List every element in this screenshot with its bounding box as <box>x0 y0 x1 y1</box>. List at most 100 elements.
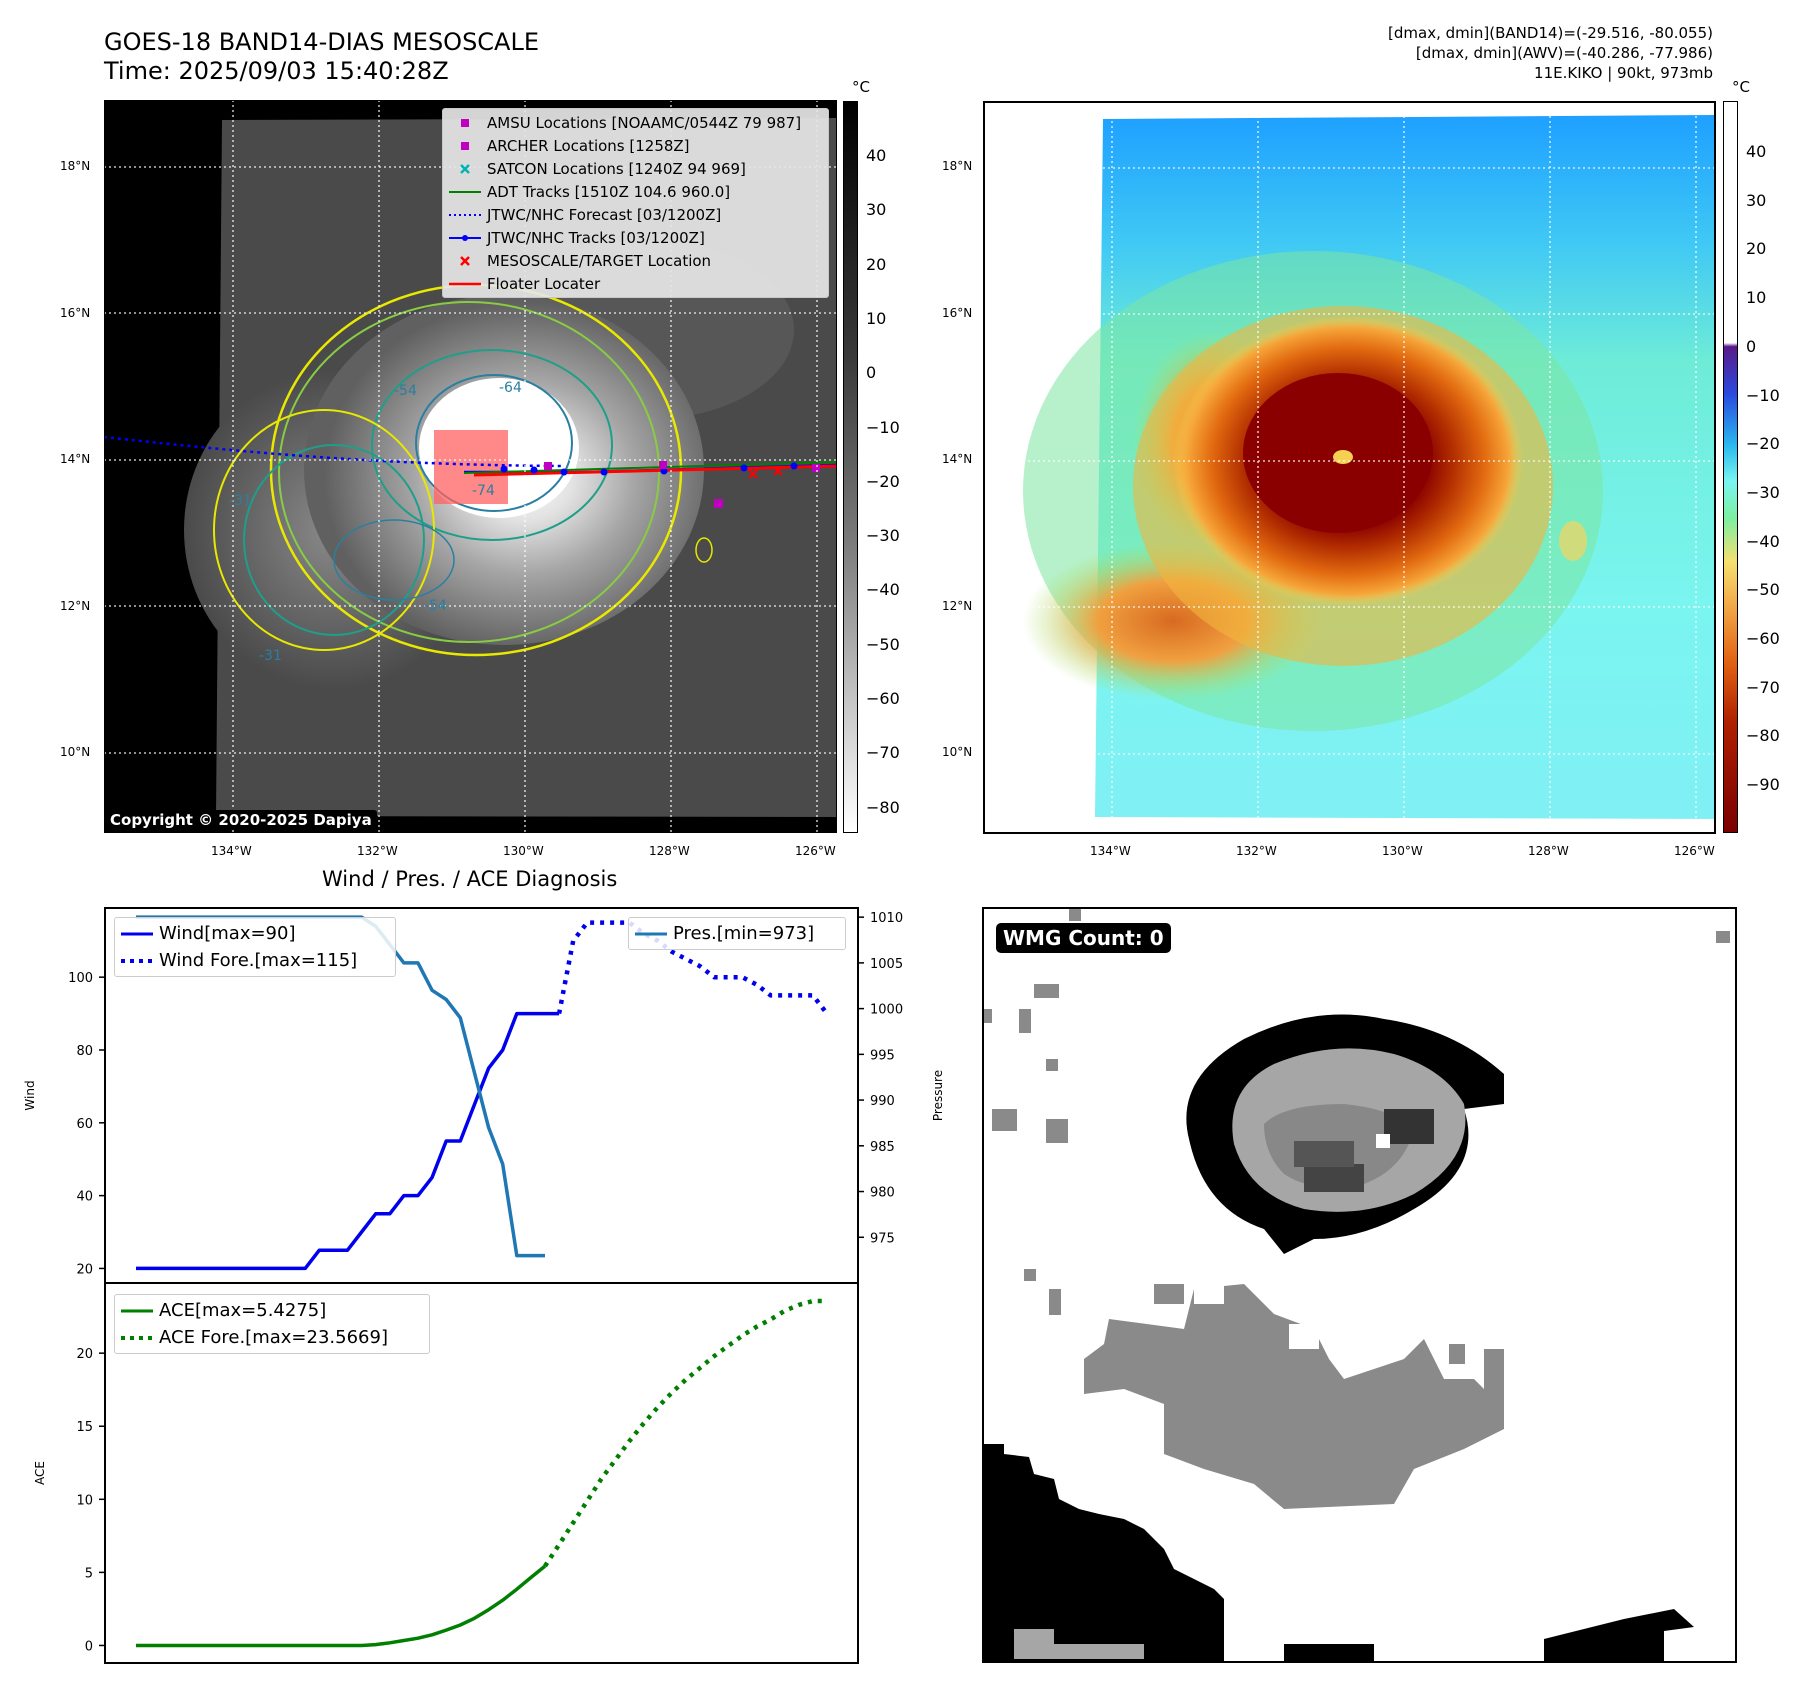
lon-label: 126°W <box>795 844 836 858</box>
ir-color-map <box>983 101 1716 834</box>
legend-label: ARCHER Locations [1258Z] <box>487 136 690 155</box>
legend-item: Wind[max=90] <box>115 920 395 947</box>
legend-item: JTWC/NHC Tracks [03/1200Z] <box>443 226 828 249</box>
right-colorbar <box>1723 101 1738 833</box>
wind-tick-label: 100 <box>68 971 93 986</box>
lon-label: 128°W <box>649 844 690 858</box>
dotted-line-icon <box>443 203 487 226</box>
pressure-tick-label: 1010 <box>870 911 903 926</box>
line-dot-marker-icon <box>443 226 487 249</box>
pressure-tick-label: 1005 <box>870 957 903 972</box>
copyright-badge: Copyright © 2020-2025 Dapiya <box>105 810 377 830</box>
pressure-tick-label: 980 <box>870 1186 895 1201</box>
left-colorbar <box>843 101 858 833</box>
lon-label: 126°W <box>1674 844 1715 858</box>
line-marker-icon <box>443 272 487 295</box>
lon-label: 132°W <box>357 844 398 858</box>
adt-track <box>463 461 838 474</box>
floater-track <box>473 464 838 477</box>
wind-forecast-line <box>556 920 829 1015</box>
lat-label: 10°N <box>942 745 973 759</box>
colorbar-tick-label: 40 <box>1746 142 1767 161</box>
pressure-tick-label: 1000 <box>870 1003 903 1018</box>
legend-item: MESOSCALE/TARGET Location <box>443 249 828 272</box>
contour-label: -64 <box>499 380 522 396</box>
lat-label: 16°N <box>942 306 973 320</box>
legend-item: ADT Tracks [1510Z 104.6 960.0] <box>443 180 828 203</box>
colorbar-tick-label: −30 <box>866 526 900 546</box>
legend-item: Wind Fore.[max=115] <box>115 947 395 974</box>
ace-tick-label: 15 <box>76 1420 93 1435</box>
legend-label: ACE[max=5.4275] <box>159 1300 327 1321</box>
colorbar-tick-label: 0 <box>866 363 877 383</box>
colorbar-tick-label: −10 <box>1746 385 1780 405</box>
ace-legend: ACE[max=5.4275] ACE Fore.[max=23.5669] <box>114 1294 430 1354</box>
lon-label: 130°W <box>503 844 544 858</box>
square-marker-icon <box>443 111 487 134</box>
legend-item: JTWC/NHC Forecast [03/1200Z] <box>443 203 828 226</box>
legend-item: Pres.[min=973] <box>629 920 845 947</box>
wmg-panel: WMG Count: 0 <box>982 907 1737 1663</box>
contour-label: -54 <box>394 383 417 399</box>
ace-axis-label: ACE <box>33 1461 47 1485</box>
legend-item: ARCHER Locations [1258Z] <box>443 134 828 157</box>
figure-title: GOES-18 BAND14-DIAS MESOSCALE <box>104 28 540 56</box>
contour-label: -31 <box>229 493 252 509</box>
lat-label: 12°N <box>60 599 91 613</box>
wmg-image <box>984 909 1730 1661</box>
legend-item: SATCON Locations [1240Z 94 969] <box>443 157 828 180</box>
legend-label: MESOSCALE/TARGET Location <box>487 251 712 270</box>
pressure-tick-label: 975 <box>870 1231 895 1246</box>
colorbar-tick-label: −20 <box>1746 434 1780 454</box>
ace-line <box>136 1564 547 1648</box>
lat-label: 14°N <box>60 452 91 466</box>
lon-label: 132°W <box>1236 844 1277 858</box>
colorbar-unit: °C <box>1732 78 1750 96</box>
colorbar-tick-label: −60 <box>866 689 900 708</box>
colorbar-tick-label: −10 <box>866 417 900 437</box>
info-band14: [dmax, dmin](BAND14)=(-29.516, -80.055) <box>1388 24 1713 42</box>
lon-label: 128°W <box>1528 844 1569 858</box>
colorbar-tick-label: 30 <box>866 200 887 220</box>
lat-label: 18°N <box>942 159 973 173</box>
wind-tick-label: 40 <box>76 1190 93 1205</box>
pressure-tick-label: 990 <box>870 1094 895 1109</box>
pressure-tick-label: 995 <box>870 1048 895 1063</box>
colorbar-tick-label: −70 <box>866 743 900 763</box>
ace-axes-frame <box>104 1282 859 1664</box>
wind-tick-label: 20 <box>76 1262 93 1277</box>
pressure-tick-label: 985 <box>870 1140 895 1155</box>
figure-time: Time: 2025/09/03 15:40:28Z <box>104 57 449 85</box>
legend-label: ADT Tracks [1510Z 104.6 960.0] <box>487 182 731 201</box>
lon-label: 130°W <box>1382 844 1423 858</box>
wind-axis-label: Wind <box>23 1080 37 1110</box>
ir-color-map-svg <box>983 101 1716 834</box>
legend-label: Pres.[min=973] <box>673 923 815 944</box>
line-marker-icon <box>115 1297 159 1324</box>
colorbar-tick-label: 10 <box>1746 288 1767 308</box>
legend-label: SATCON Locations [1240Z 94 969] <box>487 159 746 178</box>
legend-label: Floater Locater <box>487 274 601 293</box>
wind-tick-label: 80 <box>76 1044 93 1059</box>
wmg-count-badge: WMG Count: 0 <box>996 923 1171 953</box>
lon-label: 134°W <box>211 844 252 858</box>
info-storm: 11E.KIKO | 90kt, 973mb <box>1534 64 1713 82</box>
lat-label: 16°N <box>60 306 91 320</box>
contour-label: -31 <box>259 648 282 664</box>
legend-label: Wind Fore.[max=115] <box>159 950 358 971</box>
colorbar-tick-label: 0 <box>1746 336 1757 356</box>
ace-tick-label: 10 <box>76 1493 93 1508</box>
colorbar-tick-label: −90 <box>1746 775 1780 795</box>
line-marker-icon <box>115 920 159 947</box>
colorbar-tick-label: −80 <box>1746 726 1780 746</box>
diagnosis-chart: 20 40 60 80 100 975 980 985 990 995 1000 1005 1010 0 5… <box>23 907 945 1664</box>
legend-item: ACE Fore.[max=23.5669] <box>115 1324 429 1351</box>
legend-label: JTWC/NHC Forecast [03/1200Z] <box>487 205 722 224</box>
colorbar-tick-label: −30 <box>1746 482 1780 502</box>
colorbar-tick-label: 30 <box>1746 190 1767 210</box>
legend-item: ACE[max=5.4275] <box>115 1297 429 1324</box>
contour-label: -74 <box>472 483 495 499</box>
pressure-legend: Pres.[min=973] <box>628 917 846 950</box>
mesoscale-target-box <box>434 430 508 504</box>
ace-tick-label: 20 <box>76 1347 93 1362</box>
